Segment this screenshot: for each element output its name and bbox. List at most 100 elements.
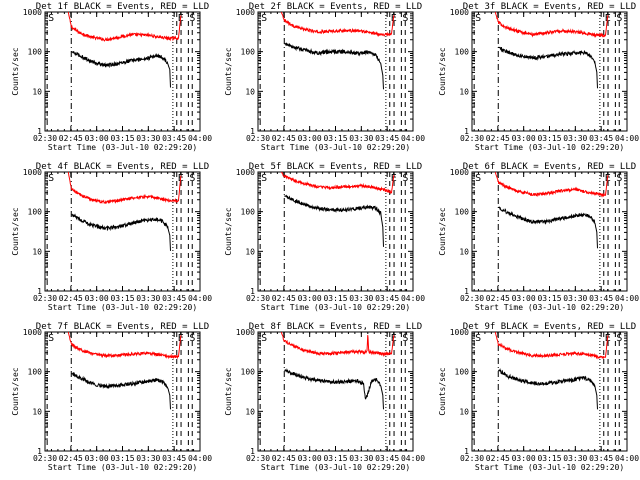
panel-1: Det 1f BLACK = Events, RED = LLD 02:30 02:…: [11, 2, 212, 152]
panel-4: Det 4f BLACK = Events, RED = LLD 02:30 02:…: [11, 162, 212, 312]
x-tick-label: 02:45: [486, 134, 510, 143]
x-tick-label: 03:15: [323, 294, 347, 303]
x-tick-label: 02:30: [33, 294, 57, 303]
x-tick-label: 02:30: [33, 454, 57, 463]
x-tick-label: 02:45: [272, 134, 296, 143]
x-tick-label: 03:30: [349, 294, 373, 303]
x-tick-label: 04:00: [615, 454, 639, 463]
y-tick-label: 10: [32, 407, 42, 416]
x-tick-label: 03:45: [162, 134, 186, 143]
x-tick-label: 03:30: [563, 454, 587, 463]
events-series-line: [498, 206, 598, 249]
marker-label-s: S: [261, 173, 267, 184]
x-axis-label: Start Time (03-Jul-10 02:29:20): [261, 463, 410, 472]
events-series-line: [497, 368, 598, 410]
y-tick-label: 100: [241, 48, 256, 57]
x-axis-label: Start Time (03-Jul-10 02:29:20): [475, 143, 624, 152]
panel-6: Det 6f BLACK = Events, RED = LLD 02:30 02:…: [438, 162, 639, 312]
x-tick-label: 03:45: [589, 134, 613, 143]
y-axis-label: Counts/sec: [11, 367, 20, 415]
y-tick-label: 1000: [23, 168, 42, 177]
x-tick-label: 03:45: [375, 134, 399, 143]
marker-label-s: S: [189, 13, 195, 24]
y-tick-label: 1000: [23, 8, 42, 17]
x-tick-label: 02:45: [272, 294, 296, 303]
x-tick-label: 02:30: [33, 134, 57, 143]
y-tick-label: 1: [37, 447, 42, 456]
events-series-line: [71, 213, 171, 251]
marker-label-s: S: [402, 333, 408, 344]
x-tick-label: 03:00: [298, 134, 322, 143]
events-series-line: [284, 194, 384, 247]
x-tick-label: 03:30: [136, 454, 160, 463]
x-tick-label: 03:30: [349, 134, 373, 143]
lld-series-line: [494, 11, 609, 38]
x-tick-label: 03:00: [85, 454, 109, 463]
x-tick-label: 03:00: [85, 294, 109, 303]
lld-series-line: [494, 331, 609, 360]
y-tick-label: 100: [241, 368, 256, 377]
y-tick-label: 100: [28, 208, 43, 217]
x-tick-label: 03:15: [110, 454, 134, 463]
marker-label-s: S: [402, 173, 408, 184]
x-axis-label: Start Time (03-Jul-10 02:29:20): [48, 463, 197, 472]
y-axis-label: Counts/sec: [11, 207, 20, 255]
x-tick-label: 03:15: [323, 134, 347, 143]
x-tick-label: 02:30: [460, 134, 484, 143]
panel-title: Det 9f BLACK = Events, RED = LLD: [463, 322, 636, 332]
events-series-line: [71, 51, 171, 88]
marker-label-s: S: [475, 173, 481, 184]
panel-title: Det 3f BLACK = Events, RED = LLD: [463, 2, 636, 12]
x-tick-label: 03:00: [512, 294, 536, 303]
x-tick-label: 04:00: [188, 294, 212, 303]
marker-label-s: S: [189, 333, 195, 344]
marker-label-s: S: [475, 13, 481, 24]
x-axis-label: Start Time (03-Jul-10 02:29:20): [48, 303, 197, 312]
x-tick-label: 03:30: [563, 134, 587, 143]
y-tick-label: 100: [455, 368, 470, 377]
x-tick-label: 03:30: [136, 134, 160, 143]
x-tick-label: 03:45: [589, 454, 613, 463]
x-tick-label: 02:30: [460, 454, 484, 463]
y-tick-label: 100: [241, 208, 256, 217]
x-tick-label: 04:00: [615, 294, 639, 303]
y-tick-label: 1: [250, 447, 255, 456]
marker-label-s: S: [189, 173, 195, 184]
lld-series-line: [67, 171, 182, 205]
x-tick-label: 02:45: [59, 134, 83, 143]
y-axis-label: Counts/sec: [438, 367, 447, 415]
x-tick-label: 03:45: [375, 454, 399, 463]
x-tick-label: 02:30: [246, 294, 270, 303]
x-tick-label: 03:15: [537, 134, 561, 143]
y-tick-label: 10: [245, 407, 255, 416]
x-tick-label: 04:00: [188, 134, 212, 143]
x-axis-label: Start Time (03-Jul-10 02:29:20): [261, 143, 410, 152]
lld-series-line: [494, 171, 609, 198]
x-tick-label: 02:45: [59, 294, 83, 303]
lld-series-line: [67, 11, 182, 42]
x-tick-label: 04:00: [615, 134, 639, 143]
x-tick-label: 03:00: [512, 454, 536, 463]
y-tick-label: 10: [459, 87, 469, 96]
x-tick-label: 03:45: [589, 294, 613, 303]
y-axis-label: Counts/sec: [438, 207, 447, 255]
x-tick-label: 04:00: [401, 134, 425, 143]
x-tick-label: 02:30: [246, 134, 270, 143]
x-tick-label: 03:30: [349, 454, 373, 463]
events-series-line: [284, 42, 384, 90]
x-tick-label: 03:15: [537, 454, 561, 463]
events-series-line: [284, 368, 384, 410]
y-axis-label: Counts/sec: [11, 47, 20, 95]
y-tick-label: 100: [455, 208, 470, 217]
panel-title: Det 7f BLACK = Events, RED = LLD: [36, 322, 209, 332]
y-tick-label: 10: [459, 247, 469, 256]
y-tick-label: 1000: [236, 168, 255, 177]
panel-title: Det 6f BLACK = Events, RED = LLD: [463, 162, 636, 172]
x-tick-label: 04:00: [188, 454, 212, 463]
y-axis-label: Counts/sec: [224, 207, 233, 255]
marker-label-s: S: [48, 13, 54, 24]
marker-label-s: S: [48, 173, 54, 184]
lld-series-line: [280, 11, 395, 38]
y-tick-label: 1000: [236, 328, 255, 337]
x-tick-label: 03:45: [162, 454, 186, 463]
